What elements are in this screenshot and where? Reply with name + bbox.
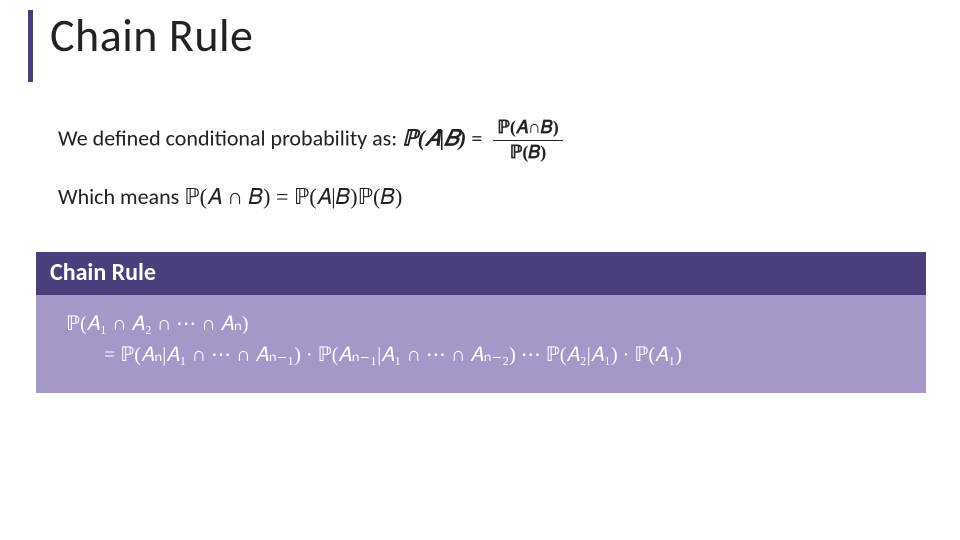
chain-rule-box: Chain Rule ℙ(𝐴₁ ∩ 𝐴₂ ∩ ⋯ ∩ 𝐴ₙ) = ℙ(𝐴ₙ|𝐴₁… xyxy=(36,252,926,393)
joint-prob-formula: ℙ(𝐴 ∩ 𝐵) = ℙ(𝐴|𝐵)ℙ(𝐵) xyxy=(184,184,402,209)
chain-rule-box-body: ℙ(𝐴₁ ∩ 𝐴₂ ∩ ⋯ ∩ 𝐴ₙ) = ℙ(𝐴ₙ|𝐴₁ ∩ ⋯ ∩ 𝐴ₙ₋₁… xyxy=(36,295,926,393)
fraction-numerator: ℙ(𝐴∩𝐵) xyxy=(493,118,563,141)
implication-line: Which means ℙ(𝐴 ∩ 𝐵) = ℙ(𝐴|𝐵)ℙ(𝐵) xyxy=(58,181,920,213)
definition-prefix: We defined conditional probability as: xyxy=(58,125,402,152)
title-accent-bar xyxy=(28,10,33,82)
chain-rule-box-header: Chain Rule xyxy=(36,252,926,295)
cond-prob-fraction: ℙ(𝐴∩𝐵) ℙ(𝐵) xyxy=(493,118,563,163)
chain-rule-lhs: ℙ(𝐴₁ ∩ 𝐴₂ ∩ ⋯ ∩ 𝐴ₙ) xyxy=(66,309,908,340)
slide-body: We defined conditional probability as: ℙ… xyxy=(58,118,920,230)
slide-title: Chain Rule xyxy=(50,8,253,64)
definition-line: We defined conditional probability as: ℙ… xyxy=(58,118,920,163)
cond-prob-lhs: ℙ(𝐴|𝐵) xyxy=(402,126,466,151)
fraction-denominator: ℙ(𝐵) xyxy=(493,141,563,163)
chain-rule-rhs: = ℙ(𝐴ₙ|𝐴₁ ∩ ⋯ ∩ 𝐴ₙ₋₁) · ℙ(𝐴ₙ₋₁|𝐴₁ ∩ ⋯ ∩ … xyxy=(66,340,908,371)
equals-sign: = xyxy=(471,125,487,152)
slide: Chain Rule We defined conditional probab… xyxy=(0,0,960,540)
implication-prefix: Which means xyxy=(58,183,184,210)
